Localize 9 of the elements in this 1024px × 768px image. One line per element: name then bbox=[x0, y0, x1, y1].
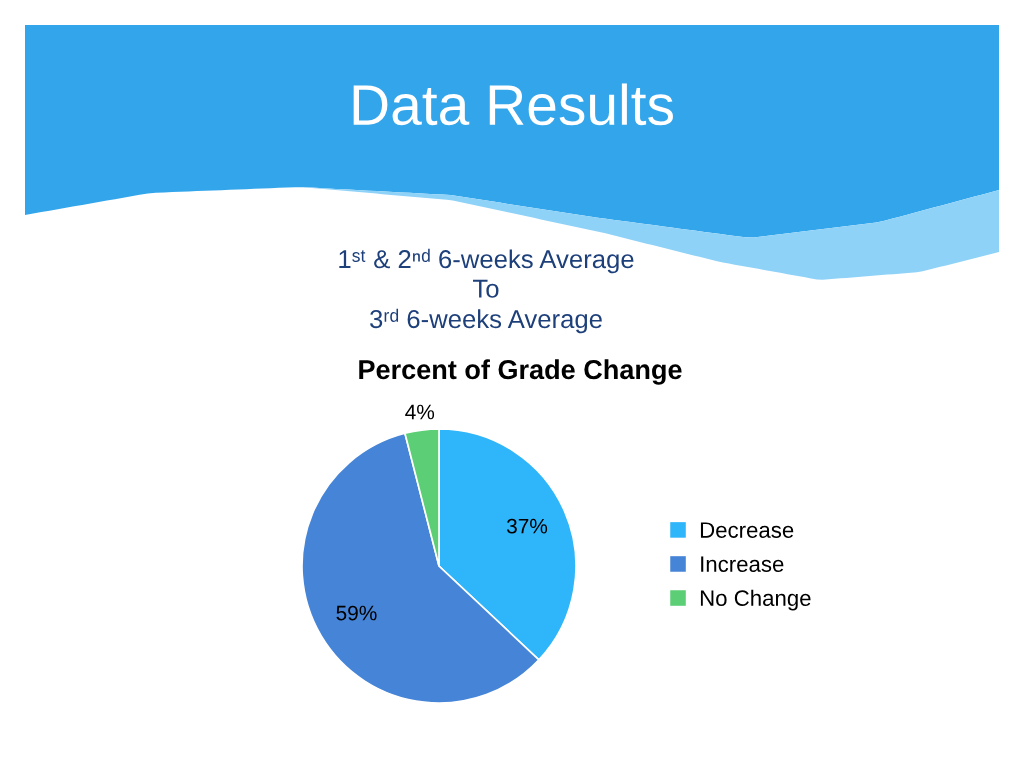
text: Percent of Grade Change bbox=[359, 359, 682, 385]
legend-label: Increase bbox=[701, 556, 784, 572]
chart-subtitle: 1ˢᵗ & 2ⁿᵈ 6-weeks Average To 3ʳᵈ 6-weeks Average bbox=[339, 248, 634, 334]
legend-label: Decrease bbox=[700, 522, 794, 538]
data-label: 37% bbox=[506, 518, 548, 534]
chart-title: Data Results bbox=[353, 83, 673, 126]
data-label: 4% bbox=[405, 404, 435, 420]
data-label: 59% bbox=[336, 605, 377, 621]
legend-label: No Change bbox=[700, 589, 811, 611]
